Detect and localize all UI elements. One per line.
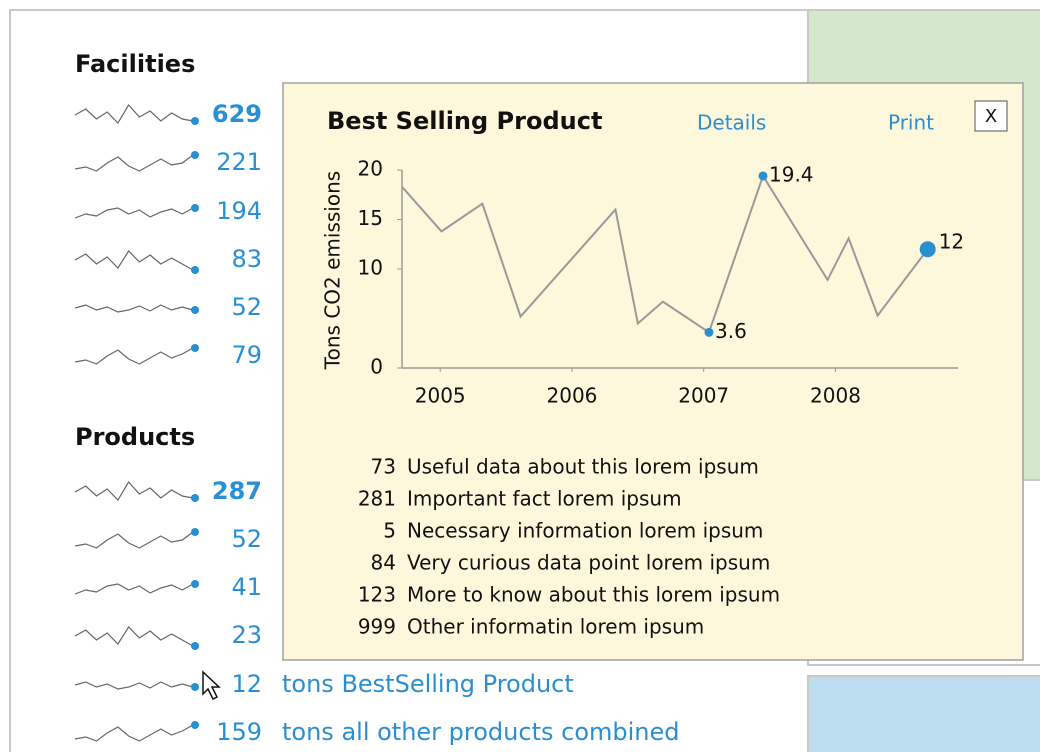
sparkline-dot [191,151,199,159]
sparkline-dot [191,721,199,729]
y-tick-label: 10 [358,256,383,280]
info-text: Useful data about this lorem ipsum [407,455,759,479]
y-tick-label: 15 [358,206,383,230]
sparkline [74,724,194,742]
close-button[interactable] [974,100,1008,132]
chart: 0 10 15 20 2005 2006 2007 2008 3.6 19.4 12 [358,157,965,408]
sparkline [74,250,194,271]
info-text: Other informatin lorem ipsum [407,615,704,639]
info-list: 73 Useful data about this lorem ipsum 281 I… [358,455,780,639]
item-value: 41 [231,573,262,601]
item-value: 159 [216,718,262,746]
item-value: 194 [216,197,262,225]
x-tick-label: 2006 [547,384,598,408]
sparkline-dot [191,528,199,536]
sparkline-dot [191,580,199,588]
y-axis-label: Tons CO2 emissions [321,171,345,370]
popup-title: Best Selling Product [327,107,602,135]
info-value: 5 [383,519,396,543]
sparkline-dot [191,642,199,650]
sparkline [74,347,194,365]
sparkline [74,531,194,549]
sparkline [74,480,194,501]
sparkline-dot [191,683,199,691]
item-label: tons BestSelling Product [282,670,574,698]
info-value: 999 [358,615,396,639]
sparkline-dot [191,494,199,502]
item-label: tons all other products combined [282,718,680,746]
x-tick-label: 2005 [415,384,466,408]
value-label: 12 [939,230,964,254]
section-title: Products [75,423,195,451]
item-value: 79 [231,341,262,369]
info-text: Necessary information lorem ipsum [407,519,763,543]
side-panel-blue [807,675,1040,752]
y-tick-label: 0 [370,355,383,379]
info-value: 281 [358,487,396,511]
item-value: 52 [231,525,262,553]
sparkline [74,681,194,690]
x-tick-label: 2008 [810,384,861,408]
info-value: 84 [371,551,396,575]
details-link[interactable]: Details [697,111,766,135]
sparkline [74,304,194,313]
sparkline [74,626,194,647]
sparkline [74,583,194,595]
info-text: More to know about this lorem ipsum [407,583,780,607]
sparkline [74,103,194,124]
popup-box [282,82,1024,661]
item-value: 629 [212,100,262,128]
info-value: 123 [358,583,396,607]
section-title: Facilities [75,50,195,78]
popup: Best Selling Product Details Print X Ton… [282,82,1024,661]
sparkline [74,154,194,172]
y-tick-label: 20 [358,157,383,181]
item-value: 83 [231,245,262,273]
print-link[interactable]: Print [888,111,934,135]
sparkline [74,207,194,219]
info-value: 73 [371,455,396,479]
info-text: Important fact lorem ipsum [407,487,682,511]
item-value: 12 [231,670,262,698]
sparkline-dot [191,306,199,314]
item-value: 287 [212,477,262,505]
lists: 629 221 194 83 52 79 287 52 41 23 12 tons BestSelli… [74,100,680,746]
value-label: 3.6 [715,319,747,343]
line [401,173,929,334]
cursor [202,670,221,701]
point [704,327,714,337]
sparkline-dot [191,204,199,212]
value-label: 19.4 [769,162,814,186]
item-value: 221 [216,148,262,176]
sparkline-dot [191,266,199,274]
x-tick-label: 2007 [678,384,729,408]
info-text: Very curious data point lorem ipsum [407,551,770,575]
close-label[interactable]: X [985,106,997,127]
sparkline-dot [191,344,199,352]
point [919,241,936,258]
sparkline-dot [191,117,199,125]
point [758,171,768,181]
item-value: 23 [231,621,262,649]
item-value: 52 [231,293,262,321]
